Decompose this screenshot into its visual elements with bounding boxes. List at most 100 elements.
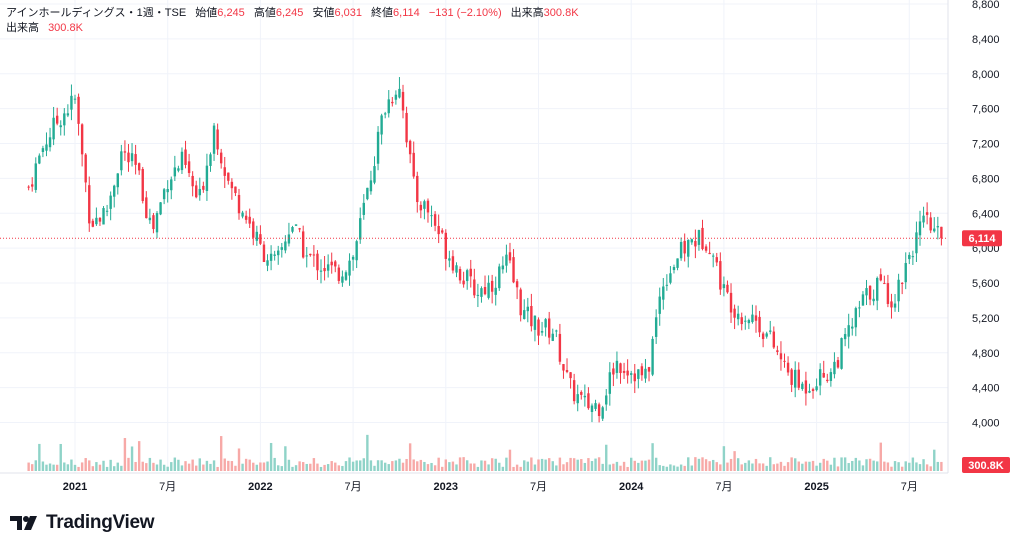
volume-bar [95, 462, 98, 471]
candle-body [366, 187, 369, 200]
volume-bar [918, 464, 922, 471]
volume-bar [155, 464, 159, 471]
volume-bar [540, 458, 544, 471]
candle-body [530, 305, 533, 327]
y-tick-label: 5,200 [972, 313, 1000, 325]
volume-bar [854, 457, 858, 471]
volume-bar [177, 459, 180, 471]
time-axis[interactable]: 2021 7月 2022 7月 2023 7月 2024 7月 2025 7月 [63, 481, 918, 493]
volume-bar [348, 457, 351, 471]
candle-body [394, 94, 398, 100]
volume-bar [537, 459, 540, 471]
volume-bar [387, 464, 390, 471]
x-tick-label: 2023 [434, 481, 458, 493]
volume-bar [130, 446, 134, 471]
volume-bar [551, 461, 554, 471]
volume-bar [801, 463, 804, 471]
open-value: 6,245 [217, 7, 245, 19]
candle-body [922, 215, 925, 223]
volume-label-inline: 出来高 [510, 7, 544, 19]
volume-bar [569, 457, 572, 471]
candle-body [936, 226, 940, 228]
candle-body [273, 254, 276, 256]
volume-bar [580, 459, 583, 471]
volume-bar [722, 446, 726, 471]
price-axis[interactable]: 4,0004,4004,8005,2005,6006,0006,4006,800… [972, 0, 1000, 430]
tradingview-logo[interactable]: TradingView [10, 512, 155, 534]
candle-body [458, 268, 462, 281]
candle-body [872, 298, 875, 302]
y-tick-label: 6,800 [972, 173, 1000, 185]
candle-body [622, 370, 626, 373]
candle-body [351, 256, 355, 260]
candle-body [184, 149, 187, 165]
candle-body [836, 360, 840, 368]
symbol-title[interactable]: アインホールディングス・1週・TSE [6, 7, 187, 19]
volume-bar [344, 461, 348, 471]
candle-body [801, 383, 804, 390]
y-tick-label: 4,800 [972, 348, 1000, 360]
candle-body [348, 260, 351, 276]
volume-bar [843, 457, 847, 471]
volume-bar [287, 459, 291, 471]
volume-bar [262, 462, 266, 471]
candle-body [929, 217, 932, 231]
candle-body [876, 277, 879, 301]
volume-bar [576, 459, 579, 471]
candle-body [908, 254, 911, 260]
volume-bar [758, 463, 761, 471]
volume-bar [505, 457, 508, 471]
candle-body [808, 390, 811, 393]
candle-body [84, 154, 87, 183]
volume-bar [398, 458, 401, 471]
volume-bar [740, 464, 743, 471]
candle-body [879, 274, 882, 281]
candle-body [52, 117, 55, 140]
volume-bar [558, 457, 562, 471]
open-label: 始値 [195, 7, 218, 19]
y-tick-label: 8,000 [972, 69, 1000, 81]
candle-body [359, 218, 362, 240]
volume-bar [433, 465, 437, 471]
volume-bar [858, 460, 861, 471]
volume-label[interactable]: 出来高 [6, 22, 39, 34]
volume-bar [152, 462, 155, 471]
volume-bar [369, 460, 373, 471]
candle-body [426, 200, 430, 213]
candle-body [38, 155, 41, 164]
candle-body [818, 369, 822, 386]
candle-body [423, 201, 426, 209]
candle-body [448, 258, 451, 261]
candle-body [540, 331, 544, 333]
volume-bar [708, 461, 711, 471]
candle-body [508, 252, 512, 261]
candle-body [786, 362, 790, 373]
candle-body [191, 175, 194, 187]
candle-body [858, 307, 861, 309]
candle-body [373, 166, 376, 183]
candle-body [626, 370, 629, 376]
volume-bar [73, 464, 77, 471]
volume-bar [145, 463, 148, 471]
candle-body [868, 285, 872, 300]
candle-body [612, 368, 615, 375]
volume-bar [494, 458, 497, 471]
candle-body [412, 152, 415, 177]
candle-body [833, 361, 836, 375]
volume-bar [601, 463, 604, 471]
volume-bar [619, 465, 622, 471]
volume-bar [900, 466, 904, 471]
candle-body [940, 226, 943, 239]
candle-body [558, 333, 562, 362]
candle-body [237, 194, 241, 214]
volume-bar [209, 463, 212, 471]
x-tick-label: 2021 [63, 481, 87, 493]
candle-body [269, 253, 273, 261]
grid-lines [0, 0, 948, 473]
volume-bar [922, 459, 925, 471]
candle-body [277, 250, 280, 256]
candle-body [469, 268, 472, 277]
candle-body [662, 286, 665, 300]
